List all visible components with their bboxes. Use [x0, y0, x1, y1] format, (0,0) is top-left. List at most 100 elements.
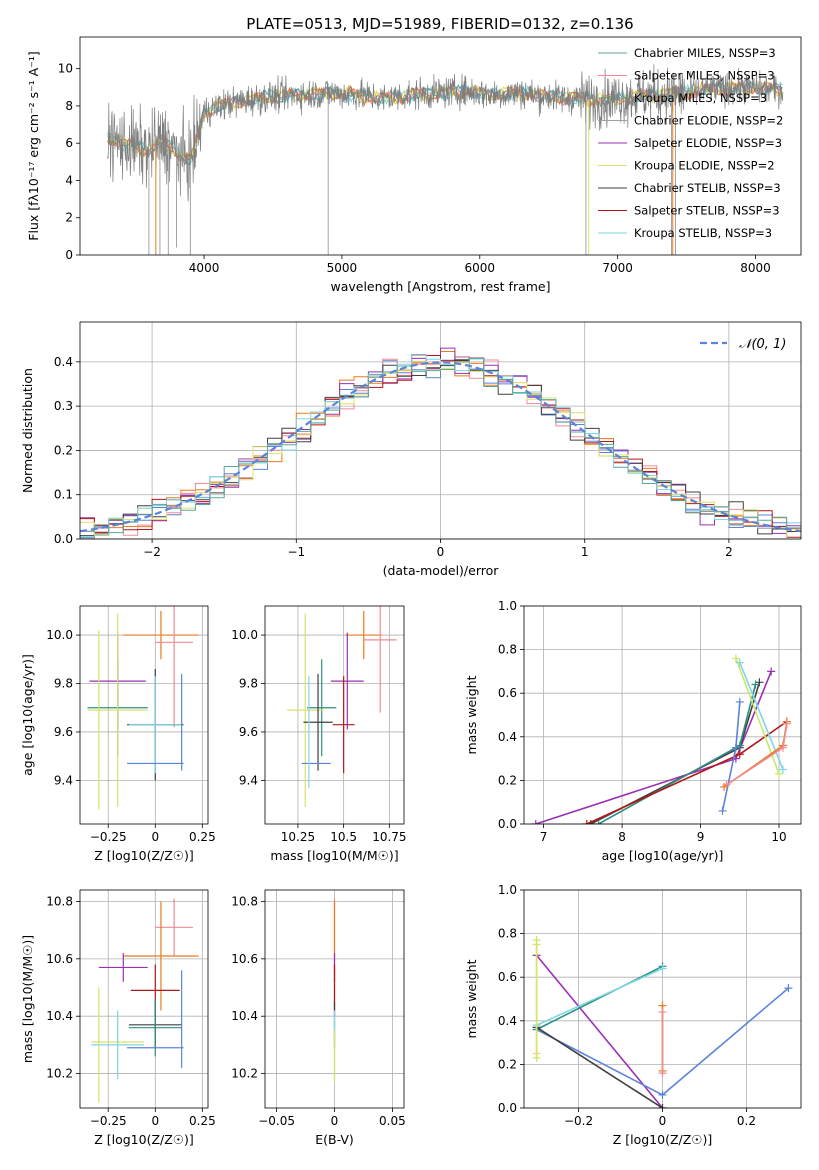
- weight-point-marker: [658, 1090, 667, 1099]
- x-tick-label: 4000: [189, 261, 220, 275]
- axes-residuals: −2 −1 0 1 2 0.0 0.1 0.2 0.3 0.4 (data-model)/error…: [20, 321, 802, 578]
- y-tick-label: 0.0: [54, 532, 73, 546]
- y-tick-label: 0.4: [498, 730, 517, 744]
- x-tick-label: 10.75: [372, 830, 406, 844]
- histogram-step: [80, 354, 801, 538]
- legend-label: Chabrier STELIB, NSSP=3: [634, 181, 781, 195]
- y-tick-label: 10.0: [46, 628, 73, 642]
- x-axis-label: wavelength [Angstrom, rest frame]: [330, 279, 550, 294]
- x-tick-label: 10.5: [330, 830, 357, 844]
- plot-area-age_vs_Z: [87, 606, 199, 810]
- y-axis-label: Flux [fλ10⁻¹⁷ erg cm⁻² s⁻¹ A⁻¹]: [26, 51, 41, 240]
- x-tick-label: −0.25: [90, 830, 127, 844]
- y-axis-label: mass weight: [464, 959, 479, 1038]
- axes-age_vs_Z: −0.25 0 0.25 9.4 9.6 9.8 10.0 Z [log10(Z/Z☉)] ag…: [20, 605, 216, 863]
- x-tick-label: 2: [725, 545, 733, 559]
- x-tick-label: 7000: [602, 261, 633, 275]
- y-tick-label: 9.4: [54, 773, 73, 787]
- weight-point-marker: [722, 780, 731, 789]
- x-tick-label: 0: [659, 1114, 667, 1128]
- legend-label: Kroupa STELIB, NSSP=3: [634, 226, 772, 240]
- legend-label: Chabrier MILES, NSSP=3: [634, 46, 776, 60]
- weight-series-line: [536, 1026, 663, 1108]
- histogram-step: [80, 357, 801, 534]
- weight-point-marker: [658, 1008, 667, 1017]
- histogram-step: [80, 359, 801, 537]
- axes-frame: [79, 321, 802, 540]
- y-tick-label: 0.0: [498, 817, 517, 831]
- plot-area-weight_vs_age: [531, 654, 791, 824]
- x-tick-label: −1: [287, 545, 305, 559]
- legend: Chabrier MILES, NSSP=3 Salpeter MILES, NS…: [598, 46, 783, 240]
- weight-point-marker: [658, 964, 667, 973]
- x-tick-label: 0: [151, 830, 159, 844]
- y-tick-label: 0.6: [498, 970, 517, 984]
- y-tick-label: 0.8: [498, 927, 517, 941]
- y-axis-label: age [log10(age/yr)]: [20, 654, 35, 776]
- x-tick-label: 10: [771, 830, 786, 844]
- x-tick-label: 5000: [327, 261, 358, 275]
- y-tick-label: 1.0: [498, 883, 517, 897]
- weight-point-marker: [731, 654, 740, 663]
- x-tick-label: −2: [143, 545, 161, 559]
- plot-area-weight_vs_Z: [532, 936, 793, 1108]
- x-tick-label: 9: [697, 830, 705, 844]
- weight-point-marker: [775, 769, 784, 778]
- x-tick-label: −0.05: [258, 1114, 295, 1128]
- weight-point-marker: [532, 1049, 541, 1058]
- x-tick-label: 0: [331, 1114, 339, 1128]
- y-tick-label: 1.0: [498, 599, 517, 613]
- legend-label: Kroupa ELODIE, NSSP=2: [634, 159, 775, 173]
- y-tick-label: 0.4: [54, 355, 73, 369]
- x-tick-label: 0.25: [189, 830, 216, 844]
- x-tick-label: 0.25: [189, 1114, 216, 1128]
- x-tick-label: 10.25: [281, 830, 315, 844]
- weight-point-marker: [751, 680, 760, 689]
- axes-mass_vs_EBV: −0.05 0 0.05 10.2 10.4 10.6 10.8 E(B-V): [231, 889, 406, 1147]
- x-tick-label: 6000: [465, 261, 496, 275]
- x-tick-label: 7: [540, 830, 548, 844]
- y-tick-label: 0.2: [498, 773, 517, 787]
- y-tick-label: 8: [65, 99, 73, 113]
- y-tick-label: 9.8: [54, 677, 73, 691]
- y-tick-label: 0.4: [498, 1014, 517, 1028]
- weight-point-marker: [784, 984, 793, 993]
- axes-frame: [79, 889, 209, 1109]
- plot-area-residuals: [80, 347, 801, 539]
- weight-point-marker: [532, 940, 541, 949]
- axes-frame: [523, 889, 802, 1109]
- y-tick-label: 10.8: [231, 894, 258, 908]
- weight-point-marker: [594, 820, 603, 824]
- y-axis-label: Normed distribution: [20, 368, 35, 493]
- weight-point-marker: [731, 743, 740, 752]
- y-axis-label: mass weight: [464, 675, 479, 754]
- weight-point-marker: [658, 1069, 667, 1078]
- y-tick-label: 9.6: [54, 725, 73, 739]
- y-tick-label: 10.8: [46, 894, 73, 908]
- y-axis-label: mass [log10(M/M☉)]: [20, 935, 35, 1063]
- legend-label: Salpeter STELIB, NSSP=3: [634, 204, 780, 218]
- weight-point-marker: [735, 658, 744, 667]
- axes-frame: [523, 605, 802, 825]
- y-tick-label: 10.2: [46, 1067, 73, 1081]
- weight-point-marker: [735, 750, 744, 759]
- observed-spectrum-line: [107, 64, 784, 202]
- y-tick-label: 0.6: [498, 686, 517, 700]
- x-axis-label: age [log10(age/yr)]: [602, 848, 724, 863]
- axes-frame: [79, 36, 802, 256]
- x-axis-label: Z [log10(Z/Z☉)]: [94, 1132, 194, 1147]
- legend-label: Salpeter ELODIE, NSSP=3: [634, 136, 782, 150]
- legend-label: Chabrier ELODIE, NSSP=2: [634, 114, 783, 128]
- x-axis-label: (data-model)/error: [383, 563, 500, 578]
- weight-point-marker: [582, 820, 591, 824]
- x-tick-label: 0: [151, 1114, 159, 1128]
- weight-point-marker: [778, 765, 787, 774]
- x-tick-label: −0.25: [90, 1114, 127, 1128]
- y-tick-label: 9.6: [239, 725, 258, 739]
- axes-frame: [264, 605, 405, 825]
- weight-point-marker: [782, 719, 791, 728]
- x-tick-label: 8000: [740, 261, 771, 275]
- y-tick-label: 10.4: [231, 1009, 258, 1023]
- y-tick-label: 10.0: [231, 628, 258, 642]
